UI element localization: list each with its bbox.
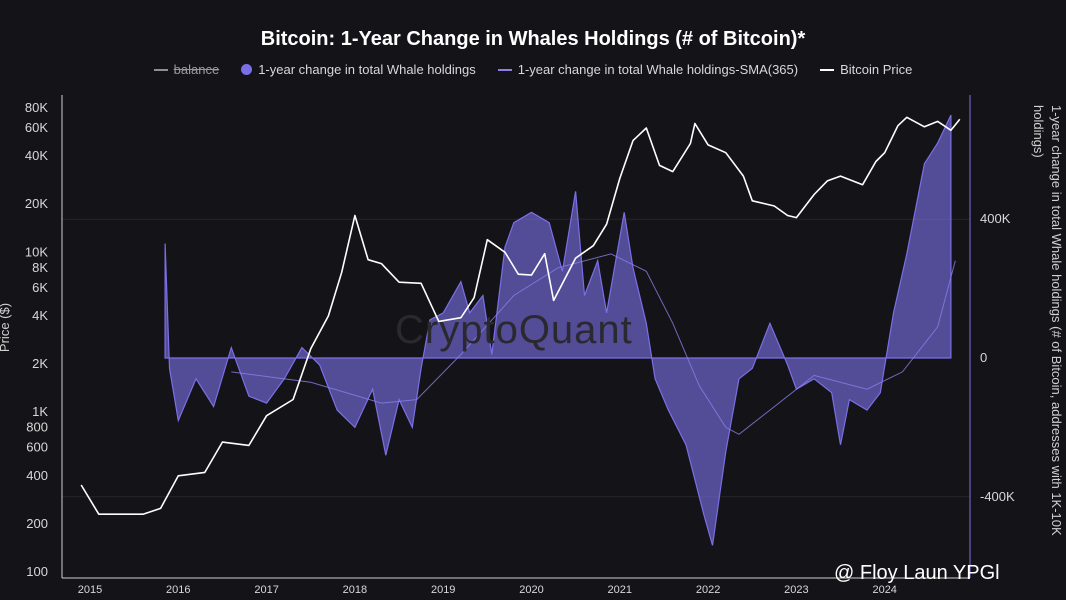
legend-label: 1-year change in total Whale holdings bbox=[258, 62, 476, 77]
y-left-tick-label: 80K bbox=[25, 100, 48, 115]
y-left-tick-label: 60K bbox=[25, 120, 48, 135]
x-tick-label: 2015 bbox=[78, 584, 102, 596]
x-tick-label: 2019 bbox=[431, 584, 455, 596]
y-right-tick-label: 400K bbox=[980, 211, 1011, 226]
x-tick-label: 2018 bbox=[343, 584, 367, 596]
sma-line-path bbox=[231, 253, 956, 435]
legend-line-icon bbox=[497, 68, 512, 71]
y-left-tick-label: 1K bbox=[32, 404, 48, 419]
price-line-path bbox=[80, 116, 961, 515]
y-right-tick-label: -400K bbox=[980, 489, 1015, 504]
legend-item-balance[interactable]: balance bbox=[153, 62, 220, 77]
chart-title: Bitcoin: 1-Year Change in Whales Holding… bbox=[260, 28, 806, 50]
y-left-tick-label: 400 bbox=[26, 468, 48, 483]
y-left-tick-label: 2K bbox=[32, 356, 48, 371]
y-left-tick-label: 800 bbox=[26, 420, 48, 435]
legend-item-sma[interactable]: 1-year change in total Whale holdings-SM… bbox=[497, 62, 799, 77]
x-tick-label: 2023 bbox=[784, 584, 808, 596]
x-tick-label: 2024 bbox=[872, 584, 896, 596]
x-tick-label: 2017 bbox=[254, 584, 278, 596]
y-left-tick-label: 200 bbox=[26, 516, 48, 531]
y-left-tick-label: 600 bbox=[26, 440, 48, 455]
legend: balance 1-year change in total Whale hol… bbox=[0, 62, 1066, 77]
y-right-tick-label: 0 bbox=[980, 350, 987, 365]
y-left-tick-label: 6K bbox=[32, 280, 48, 295]
x-tick-label: 2021 bbox=[608, 584, 632, 596]
y-left-tick-label: 8K bbox=[32, 260, 48, 275]
whale-change-area bbox=[164, 114, 952, 546]
legend-line-icon bbox=[153, 68, 168, 71]
y-left-tick-label: 20K bbox=[25, 196, 48, 211]
legend-label: 1-year change in total Whale holdings-SM… bbox=[517, 62, 799, 77]
y-left-tick-label: 10K bbox=[25, 244, 48, 259]
legend-item-price[interactable]: Bitcoin Price bbox=[820, 62, 912, 77]
legend-dot-icon bbox=[241, 64, 253, 75]
axes bbox=[61, 95, 971, 579]
y-right-axis-label: 1-year change in total Whale holdings (#… bbox=[1031, 105, 1064, 536]
y-left-tick-label: 40K bbox=[25, 148, 48, 163]
grid-lines bbox=[62, 218, 970, 498]
y-left-tick-label: 4K bbox=[32, 308, 48, 323]
legend-label: Bitcoin Price bbox=[840, 62, 913, 77]
x-tick-label: 2022 bbox=[696, 584, 720, 596]
y-left-axis-label: Price ($) bbox=[0, 302, 13, 353]
x-tick-label: 2016 bbox=[166, 584, 190, 596]
x-tick-label: 2020 bbox=[519, 584, 543, 596]
price-line bbox=[80, 116, 961, 515]
watermark: CryptoQuant bbox=[395, 308, 633, 352]
legend-item-whale-change[interactable]: 1-year change in total Whale holdings bbox=[241, 62, 476, 77]
sma-line bbox=[231, 253, 956, 435]
legend-line-icon bbox=[820, 68, 835, 71]
whale-change-area-path bbox=[164, 114, 952, 546]
legend-label: balance bbox=[173, 62, 220, 77]
credit-text: @ Floy Laun YPGl bbox=[834, 562, 1000, 584]
y-left-tick-label: 100 bbox=[26, 564, 48, 579]
